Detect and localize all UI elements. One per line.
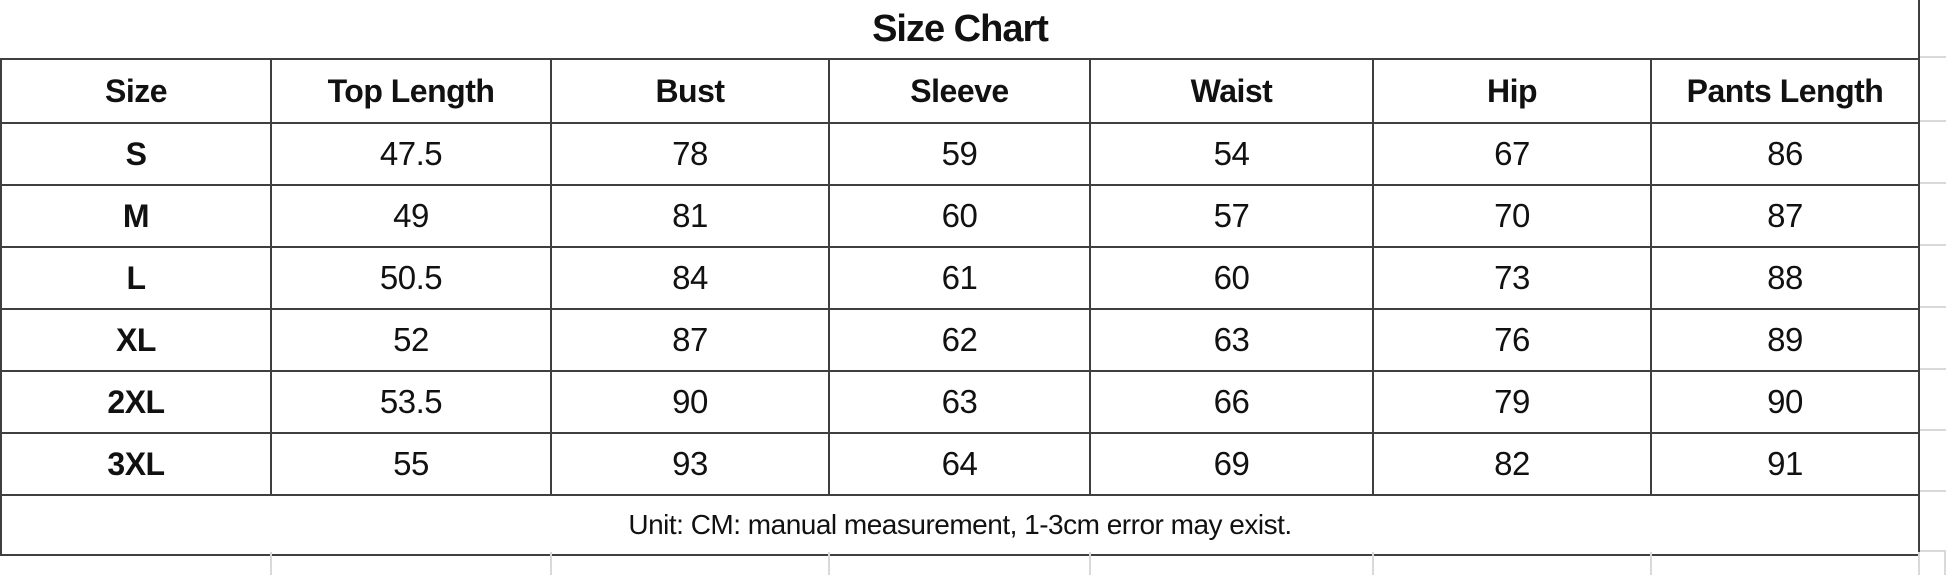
page-title: Size Chart [872, 7, 1049, 50]
unit-note: Unit: CM: manual measurement, 1-3cm erro… [628, 509, 1292, 540]
header-cell-size: Size [0, 60, 272, 122]
header-cell-sleeve: Sleeve [830, 60, 1091, 122]
table-cell: 52 [272, 310, 552, 370]
size-label: 2XL [0, 372, 272, 432]
table-cell: 86 [1652, 124, 1920, 184]
table-cell: 79 [1374, 372, 1652, 432]
header-cell-waist: Waist [1091, 60, 1374, 122]
table-cell: 89 [1652, 310, 1920, 370]
table-header-row: Size Top Length Bust Sleeve Waist Hip Pa… [0, 60, 1920, 124]
table-cell: 87 [552, 310, 830, 370]
size-table: Size Top Length Bust Sleeve Waist Hip Pa… [0, 58, 1920, 556]
table-cell: 63 [1091, 310, 1374, 370]
table-cell: 61 [830, 248, 1091, 308]
unit-note-row: Unit: CM: manual measurement, 1-3cm erro… [0, 496, 1920, 556]
table-row-3xl: 3XL 55 93 64 69 82 91 [0, 434, 1920, 496]
table-row-s: S 47.5 78 59 54 67 86 [0, 124, 1920, 186]
size-label: L [0, 248, 272, 308]
table-cell: 76 [1374, 310, 1652, 370]
size-label: XL [0, 310, 272, 370]
table-cell: 69 [1091, 434, 1374, 494]
table-cell: 54 [1091, 124, 1374, 184]
table-cell: 81 [552, 186, 830, 246]
table-row-l: L 50.5 84 61 60 73 88 [0, 248, 1920, 310]
table-cell: 88 [1652, 248, 1920, 308]
size-label: 3XL [0, 434, 272, 494]
table-row-m: M 49 81 60 57 70 87 [0, 186, 1920, 248]
table-cell: 49 [272, 186, 552, 246]
size-label: M [0, 186, 272, 246]
table-cell: 55 [272, 434, 552, 494]
table-cell: 53.5 [272, 372, 552, 432]
table-row-2xl: 2XL 53.5 90 63 66 79 90 [0, 372, 1920, 434]
table-cell: 50.5 [272, 248, 552, 308]
bottom-gridline-gutter [0, 552, 1946, 575]
table-cell: 60 [830, 186, 1091, 246]
table-cell: 63 [830, 372, 1091, 432]
header-cell-bust: Bust [552, 60, 830, 122]
table-cell: 70 [1374, 186, 1652, 246]
table-cell: 90 [1652, 372, 1920, 432]
table-cell: 67 [1374, 124, 1652, 184]
title-right-border [1918, 0, 1920, 58]
header-cell-hip: Hip [1374, 60, 1652, 122]
table-cell: 82 [1374, 434, 1652, 494]
table-cell: 91 [1652, 434, 1920, 494]
chart-title-row: Size Chart [0, 0, 1920, 58]
table-cell: 62 [830, 310, 1091, 370]
right-gridline-gutter [1920, 0, 1946, 552]
table-cell: 64 [830, 434, 1091, 494]
table-row-xl: XL 52 87 62 63 76 89 [0, 310, 1920, 372]
table-cell: 59 [830, 124, 1091, 184]
header-cell-top-length: Top Length [272, 60, 552, 122]
table-cell: 57 [1091, 186, 1374, 246]
table-cell: 93 [552, 434, 830, 494]
table-cell: 87 [1652, 186, 1920, 246]
table-cell: 84 [552, 248, 830, 308]
table-cell: 47.5 [272, 124, 552, 184]
table-cell: 60 [1091, 248, 1374, 308]
size-label: S [0, 124, 272, 184]
table-cell: 66 [1091, 372, 1374, 432]
table-cell: 78 [552, 124, 830, 184]
table-cell: 73 [1374, 248, 1652, 308]
table-cell: 90 [552, 372, 830, 432]
header-cell-pants-length: Pants Length [1652, 60, 1920, 122]
